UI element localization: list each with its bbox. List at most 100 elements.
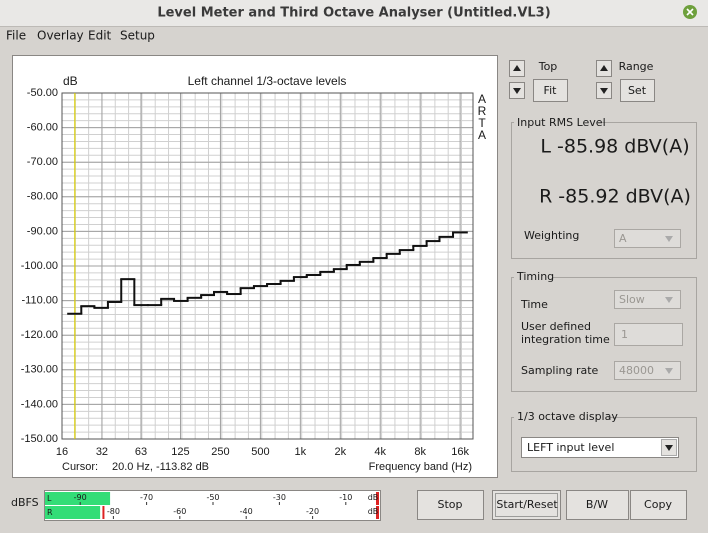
right-level: R -85.92 dBV(A) [539,186,691,208]
top-label: Top [538,60,558,73]
left-level: L -85.98 dBV(A) [540,136,689,158]
copy-button[interactable] [630,490,687,520]
meter-tick-label: -80 [107,507,120,516]
x-tick-label: 1k [295,446,307,458]
y-tick-label: -60.00 [27,122,58,134]
x-tick-label: 4k [374,446,386,458]
integration-label: integration time [521,333,610,346]
dropdown-arrow [665,297,673,303]
meter-tick-label: -50 [206,493,219,502]
menu-item[interactable]: Overlay [37,29,84,43]
x-tick-label: 2k [334,446,346,458]
meter-tick-label: -10 [339,493,352,502]
meter-tick-label: -20 [306,507,319,516]
clip-indicator [376,492,379,505]
window-title: Level Meter and Third Octave Analyser (U… [157,6,550,21]
button-label: Stop [437,498,462,511]
meter-tick-label: -60 [173,507,186,516]
y-axis-label: dB [63,74,78,88]
integration-input[interactable] [614,323,683,346]
close-icon [686,8,694,16]
range-label: Range [619,60,654,73]
y-tick-label: -150.00 [21,433,58,445]
integration-label: User defined [521,320,591,333]
clip-indicator [376,506,379,519]
time-value: Slow [619,293,645,306]
group-title: Timing [516,270,554,283]
meter-bar [45,492,111,505]
weighting-value: A [619,232,627,245]
set-button[interactable] [620,79,655,102]
group-box [511,277,697,392]
menu-item[interactable]: File [6,29,26,43]
meter-tick-label: -30 [273,493,286,502]
y-tick-label: -140.00 [21,398,58,410]
y-tick-label: -80.00 [27,191,58,203]
x-tick-label: 500 [251,446,269,458]
y-tick-label: -120.00 [21,329,58,341]
down-icon [513,88,521,94]
integration-value: 1 [621,328,628,341]
channel-label: R [47,508,53,517]
time-label: Time [520,298,548,311]
level-meter: L -90 -70 -50 -30 -10 dB R -80 -60 -40 -20 dB [45,492,379,519]
x-tick-label: 250 [211,446,229,458]
menu-item[interactable]: Edit [88,29,112,43]
set-button-label: Set [628,84,647,97]
sampling-rate-label: Sampling rate [521,364,599,377]
focus-ring [495,493,558,517]
down-icon [600,88,608,94]
channel-label: L [47,494,52,503]
menu-item[interactable]: Setup [120,29,155,43]
y-tick-label: -90.00 [27,225,58,237]
chart-title: Left channel 1/3-octave levels [188,74,347,88]
y-tick-label: -130.00 [21,364,58,376]
group-title-bg [514,411,608,425]
button-label: B/W [586,498,608,511]
weighting-label: Weighting [524,229,579,242]
up-icon [513,65,521,71]
peak-marker [102,506,105,519]
chart: -50.00 -60.00 -70.00 -80.00 -90.00 -100.00 -11… [21,87,474,458]
fit-button[interactable] [533,79,568,102]
stop-button[interactable] [417,490,484,520]
start-reset-button[interactable] [492,490,561,520]
y-tick-label: -100.00 [21,260,58,272]
x-tick-label: 63 [135,446,147,458]
meter-tick-label: -40 [240,507,253,516]
meter-tick-label: -90 [74,493,87,502]
x-tick-label: 8k [414,446,426,458]
bw-button[interactable] [566,490,629,520]
meter-bar [45,506,101,519]
meter-tick-label: -70 [140,493,153,502]
sampling-rate-select[interactable] [614,361,681,380]
fit-button-label: Fit [544,84,558,97]
time-select[interactable] [614,290,681,309]
button-label: Copy [644,498,672,511]
meter-unit: dB [368,507,379,516]
display-value: LEFT input level [527,441,614,454]
group-title-bg [514,271,552,285]
group-title: 1/3 octave display [517,410,618,423]
title-bar [0,0,708,26]
sampling-rate-value: 48000 [619,364,654,377]
cursor-label: Cursor: [62,461,98,473]
x-tick-label: 125 [171,446,189,458]
x-tick-label: 32 [96,446,108,458]
x-tick-label: 16k [451,446,469,458]
meter-label: dBFS [11,496,39,509]
dropdown-arrow [665,236,673,242]
plot-border [61,92,474,440]
meter-unit: dB [368,493,379,502]
cursor-readout: 20.0 Hz, -113.82 dB [112,461,209,473]
display-select[interactable] [521,437,679,458]
group-title: Input RMS Level [517,116,606,129]
y-tick-label: -70.00 [27,156,58,168]
dropdown-arrow [665,445,673,451]
group-box [511,122,697,259]
group-title-bg [514,116,598,130]
up-icon [600,65,608,71]
weighting-select[interactable] [614,229,681,248]
